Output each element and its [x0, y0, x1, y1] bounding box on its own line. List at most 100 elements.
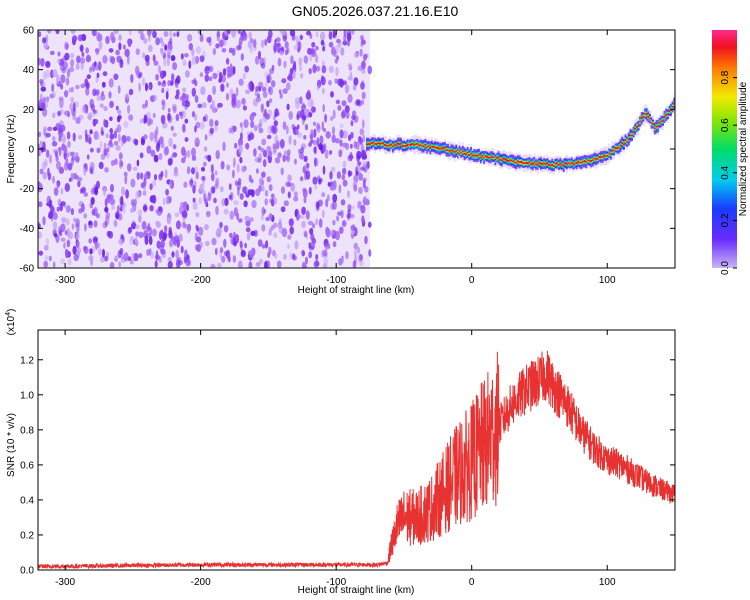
noise-speckle	[163, 31, 169, 37]
track-cell	[504, 157, 507, 160]
noise-speckle	[60, 258, 66, 265]
noise-speckle	[165, 91, 169, 100]
noise-speckle	[311, 223, 316, 229]
noise-speckle	[279, 30, 285, 35]
noise-speckle	[209, 127, 214, 135]
noise-speckle	[330, 166, 336, 173]
noise-speckle	[325, 131, 331, 139]
noise-speckle	[66, 150, 70, 158]
noise-speckle	[48, 213, 53, 219]
noise-speckle	[135, 48, 140, 56]
noise-speckle	[312, 176, 318, 185]
noise-speckle	[227, 72, 231, 79]
noise-speckle	[219, 221, 223, 229]
noise-speckle	[113, 73, 117, 81]
track-cell	[475, 154, 477, 157]
noise-speckle	[192, 197, 196, 203]
noise-speckle	[260, 103, 264, 113]
noise-speckle	[248, 250, 254, 258]
noise-speckle	[67, 231, 74, 240]
noise-speckle	[266, 35, 272, 44]
noise-speckle	[334, 78, 339, 84]
noise-speckle	[211, 172, 215, 182]
track-cell	[619, 144, 622, 147]
noise-speckle	[208, 38, 212, 47]
noise-speckle	[244, 215, 250, 221]
noise-speckle	[324, 149, 329, 159]
noise-speckle	[54, 150, 59, 158]
noise-speckle	[222, 68, 227, 76]
noise-speckle	[342, 179, 348, 187]
noise-speckle	[205, 66, 211, 71]
noise-speckle	[158, 65, 161, 74]
noise-speckle	[148, 83, 152, 90]
noise-speckle	[300, 214, 305, 220]
noise-speckle	[247, 82, 252, 90]
noise-speckle	[109, 143, 114, 148]
noise-speckle	[249, 113, 255, 122]
noise-speckle	[145, 225, 150, 233]
noise-speckle	[103, 105, 108, 112]
noise-speckle	[251, 200, 257, 209]
noise-speckle	[269, 98, 273, 103]
noise-speckle	[138, 30, 144, 35]
noise-speckle	[223, 225, 229, 233]
noise-speckle	[358, 172, 363, 181]
noise-speckle	[250, 230, 256, 236]
noise-speckle	[81, 51, 85, 58]
noise-speckle	[191, 167, 196, 175]
noise-speckle	[312, 64, 317, 74]
noise-speckle	[324, 113, 327, 123]
noise-speckle	[151, 228, 157, 237]
noise-speckle	[217, 262, 222, 268]
bottom-y-tick-label: 0.4	[20, 495, 34, 506]
bottom-y-tick-label: 0.0	[20, 566, 34, 577]
track-cell	[411, 143, 414, 145]
noise-speckle	[305, 210, 310, 220]
noise-speckle	[120, 140, 124, 147]
track-cell	[403, 145, 406, 147]
noise-speckle	[320, 31, 326, 41]
noise-speckle	[175, 220, 181, 230]
noise-speckle	[322, 263, 328, 268]
track-cell	[598, 156, 601, 159]
noise-speckle	[83, 213, 87, 219]
noise-speckle	[166, 217, 172, 225]
noise-speckle	[360, 82, 365, 90]
noise-speckle	[148, 82, 153, 91]
noise-speckle	[359, 48, 363, 57]
top-x-axis: -300 -200 -100 0 100	[55, 30, 616, 286]
track-cell	[392, 145, 394, 148]
noise-speckle	[199, 121, 205, 130]
track-cell	[618, 146, 620, 149]
noise-speckle	[344, 84, 350, 94]
noise-speckle	[340, 209, 344, 219]
noise-speckle	[313, 260, 319, 268]
noise-speckle	[72, 132, 76, 142]
track-cell	[419, 144, 422, 146]
noise-speckle	[38, 131, 42, 137]
noise-speckle	[58, 96, 64, 102]
noise-speckle	[167, 108, 171, 113]
noise-speckle	[222, 141, 226, 152]
noise-speckle	[215, 177, 220, 186]
noise-speckle	[319, 135, 324, 145]
top-y-tick-label: 20	[23, 105, 35, 116]
noise-speckle	[138, 82, 142, 92]
track-cell	[551, 164, 554, 166]
noise-speckle	[169, 30, 173, 38]
noise-speckle	[357, 65, 363, 72]
track-cell	[564, 162, 567, 165]
noise-speckle	[90, 111, 96, 117]
noise-speckle	[207, 94, 213, 103]
noise-speckle	[167, 112, 171, 121]
noise-speckle	[113, 30, 119, 35]
noise-speckle	[352, 260, 357, 268]
noise-speckle	[260, 185, 265, 192]
noise-speckle	[243, 119, 249, 129]
noise-speckle	[118, 34, 122, 41]
noise-speckle	[135, 224, 140, 230]
track-cell	[421, 145, 424, 148]
noise-speckle	[330, 202, 335, 211]
noise-speckle	[331, 46, 336, 56]
